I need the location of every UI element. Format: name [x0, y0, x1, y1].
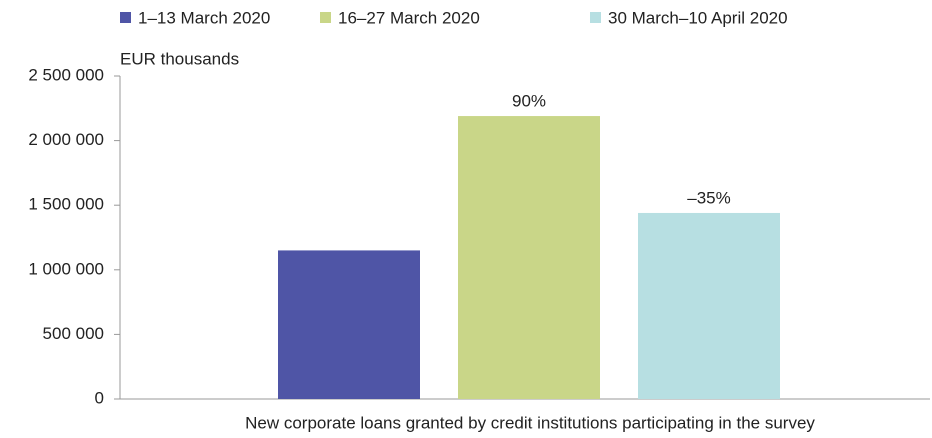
- y-tick-label: 500 000: [43, 324, 104, 343]
- y-tick-label: 1 000 000: [28, 259, 104, 278]
- legend-label: 1–13 March 2020: [138, 8, 270, 27]
- bar: [278, 250, 420, 399]
- y-axis-label: EUR thousands: [120, 49, 239, 68]
- change-label: 90%: [512, 92, 546, 111]
- y-tick-label: 0: [95, 388, 104, 407]
- legend-swatch: [590, 12, 601, 23]
- x-tick-label: New corporate loans granted by credit in…: [245, 413, 815, 432]
- y-tick-label: 1 500 000: [28, 195, 104, 214]
- change-label: –35%: [687, 188, 730, 207]
- legend-swatch: [320, 12, 331, 23]
- legend-label: 16–27 March 2020: [338, 8, 480, 27]
- y-tick-label: 2 000 000: [28, 130, 104, 149]
- legend-swatch: [120, 12, 131, 23]
- bar: [638, 212, 780, 399]
- legend-label: 30 March–10 April 2020: [608, 8, 788, 27]
- bar: [458, 116, 600, 399]
- y-tick-label: 2 500 000: [28, 65, 104, 84]
